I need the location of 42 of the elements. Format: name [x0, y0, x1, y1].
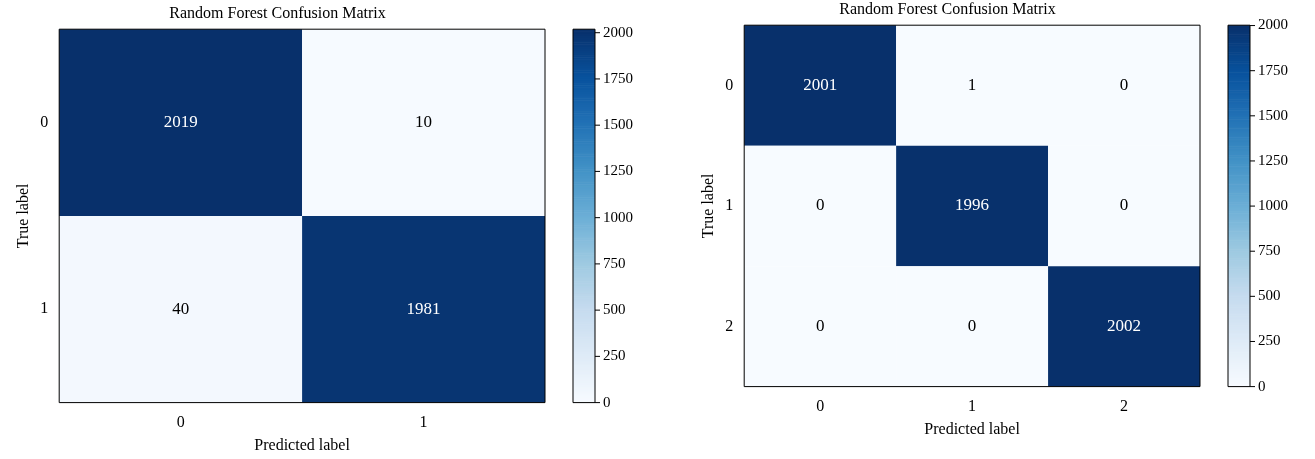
color-bar-label: 1250: [1258, 151, 1288, 168]
x-tick-label: 1: [968, 397, 977, 415]
color-bar-label: 1500: [603, 116, 633, 133]
data-label: 1: [967, 74, 977, 94]
data-label: 0: [1119, 74, 1129, 94]
data-label: 2001: [803, 74, 838, 94]
color-bar-label: 1000: [603, 208, 633, 225]
y-axis-title: True label: [13, 182, 31, 249]
y-tick-label: 0: [725, 75, 734, 93]
data-label: 2019: [163, 112, 198, 132]
data-label: 0: [815, 195, 825, 215]
color-bar-label: 2000: [1258, 16, 1288, 33]
y-tick-label: 2: [725, 316, 734, 334]
x-axis-title: Predicted label: [254, 435, 351, 453]
x-tick-label: 2: [1120, 397, 1129, 415]
chart-title: Random Forest Confusion Matrix: [169, 3, 386, 21]
y-tick-label: 1: [725, 196, 734, 214]
color-bar-label: 750: [1258, 242, 1281, 259]
data-label: 0: [815, 315, 825, 335]
color-bar-label: 0: [1258, 377, 1266, 394]
color-bar-label: 1750: [1258, 61, 1288, 78]
color-bar-label: 1750: [603, 69, 633, 86]
color-bar-label: 2000: [603, 23, 633, 40]
color-bar-label: 1000: [1258, 197, 1288, 214]
color-bar-label: 500: [1258, 287, 1281, 304]
color-bar-label: 250: [1258, 332, 1281, 349]
data-label: 1996: [955, 195, 990, 215]
color-bar-label: 500: [603, 301, 626, 318]
data-label: 0: [1119, 195, 1129, 215]
data-label: 2002: [1107, 315, 1142, 335]
data-label: 10: [415, 112, 433, 132]
color-bar-label: 250: [603, 347, 626, 364]
color-bar-label: 1250: [603, 162, 633, 179]
x-tick-label: 0: [816, 397, 825, 415]
y-axis-title: True label: [698, 172, 716, 239]
color-bar-label: 1500: [1258, 106, 1288, 123]
chart-title: Random Forest Confusion Matrix: [839, 0, 1056, 17]
color-bar-label: 750: [603, 254, 626, 271]
data-label: 0: [967, 315, 977, 335]
data-label: 1981: [406, 298, 441, 318]
data-label: 40: [172, 298, 190, 318]
x-axis-title: Predicted label: [924, 419, 1021, 437]
